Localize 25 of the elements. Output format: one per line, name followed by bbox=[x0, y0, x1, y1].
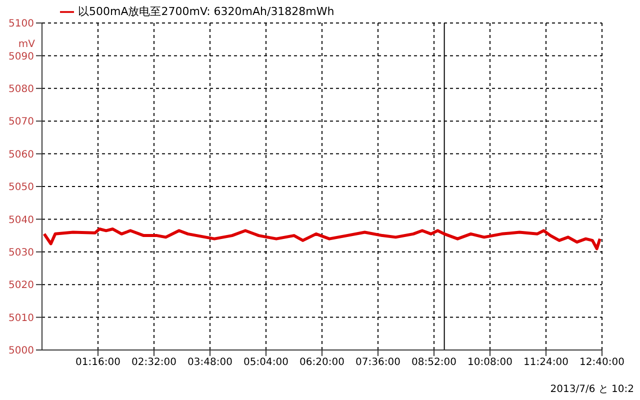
x-tick-label: 06:20:00 bbox=[300, 357, 344, 368]
x-tick-label: 12:40:00 bbox=[580, 357, 624, 368]
y-tick-label: 5050 bbox=[8, 182, 34, 194]
x-tick-label: 10:08:00 bbox=[468, 357, 512, 368]
y-tick-label: 5010 bbox=[8, 312, 34, 324]
x-tick-label: 08:52:00 bbox=[412, 357, 456, 368]
y-tick-label: 5080 bbox=[8, 84, 34, 95]
y-tick-label: 5030 bbox=[8, 247, 34, 258]
x-tick-label: 01:16:00 bbox=[76, 357, 120, 368]
y-tick-label: 5060 bbox=[8, 149, 34, 160]
legend-label: 以500mA放电至2700mV: 6320mAh/31828mWh bbox=[78, 5, 334, 18]
line-series bbox=[42, 228, 602, 250]
y-tick-label: 5000 bbox=[8, 346, 34, 357]
text: 2013/7/6 と 10:2 bbox=[550, 383, 634, 396]
x-tick-label: 05:04:00 bbox=[244, 357, 288, 368]
x-tick-label: 03:48:00 bbox=[188, 357, 232, 368]
y-tick-label: 5020 bbox=[8, 280, 34, 292]
y-tick-label: 5100 bbox=[8, 18, 34, 30]
y-tick-label: 5040 bbox=[8, 214, 34, 226]
y-tick-label: 5090 bbox=[8, 51, 34, 62]
x-tick-label: 07:36:00 bbox=[356, 357, 400, 368]
y-tick-label: 5070 bbox=[8, 116, 34, 128]
x-tick-label: 11:24:00 bbox=[524, 357, 568, 368]
x-tick-label: 02:32:00 bbox=[132, 357, 176, 368]
y-axis-title: mV bbox=[18, 39, 36, 50]
